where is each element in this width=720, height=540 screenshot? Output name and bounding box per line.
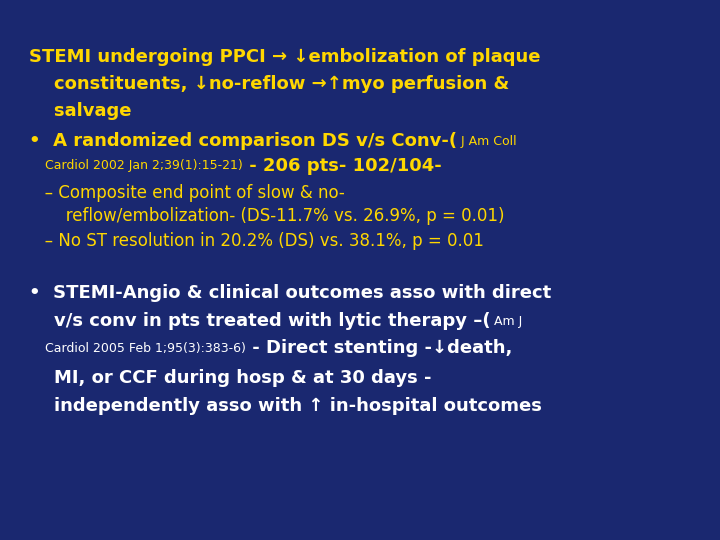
Text: J Am Coll: J Am Coll (457, 135, 516, 148)
Text: •  STEMI-Angio & clinical outcomes asso with direct: • STEMI-Angio & clinical outcomes asso w… (29, 284, 551, 302)
Text: constituents, ↓no-reflow →↑myo perfusion &: constituents, ↓no-reflow →↑myo perfusion… (29, 75, 509, 93)
Text: - Direct stenting -↓death,: - Direct stenting -↓death, (246, 339, 512, 357)
Text: independently asso with ↑ in-hospital outcomes: independently asso with ↑ in-hospital ou… (29, 397, 541, 415)
Text: reflow/embolization- (DS-11.7% vs. 26.9%, p = 0.01): reflow/embolization- (DS-11.7% vs. 26.9%… (29, 207, 504, 225)
Text: Cardiol 2005 Feb 1;95(3):383-6): Cardiol 2005 Feb 1;95(3):383-6) (45, 342, 246, 355)
Text: •  A randomized comparison DS v/s Conv-(: • A randomized comparison DS v/s Conv-( (29, 132, 457, 151)
Text: Cardiol 2002 Jan 2;39(1):15-21): Cardiol 2002 Jan 2;39(1):15-21) (45, 159, 243, 172)
Text: – Composite end point of slow & no-: – Composite end point of slow & no- (29, 184, 345, 202)
Text: STEMI undergoing PPCI → ↓embolization of plaque: STEMI undergoing PPCI → ↓embolization of… (29, 48, 540, 66)
Text: v/s conv in pts treated with lytic therapy –(: v/s conv in pts treated with lytic thera… (29, 312, 490, 330)
Text: - 206 pts- 102/104-: - 206 pts- 102/104- (243, 157, 441, 175)
Text: MI, or CCF during hosp & at 30 days -: MI, or CCF during hosp & at 30 days - (29, 369, 431, 387)
Text: – No ST resolution in 20.2% (DS) vs. 38.1%, p = 0.01: – No ST resolution in 20.2% (DS) vs. 38.… (29, 232, 484, 251)
Text: Am J: Am J (490, 315, 523, 328)
Text: salvage: salvage (29, 102, 131, 120)
